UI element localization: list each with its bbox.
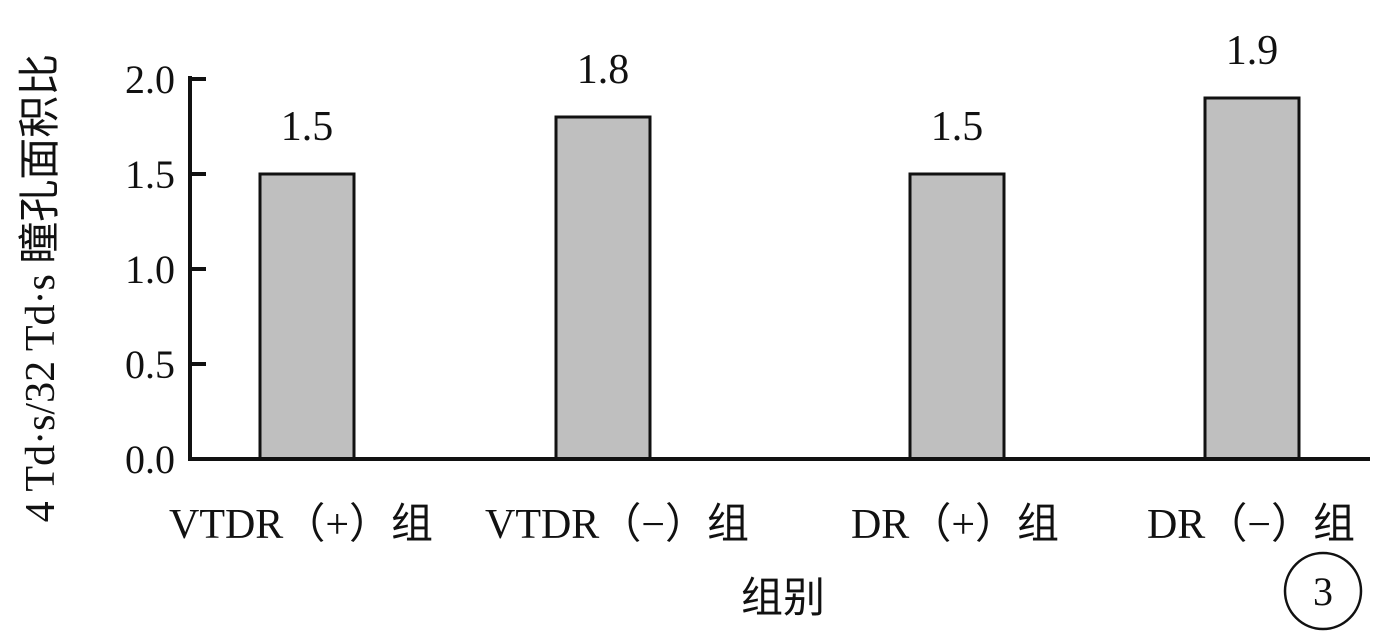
y-tick-label: 1.5 xyxy=(125,152,175,197)
bar xyxy=(258,172,356,461)
y-axis-ticks: 0.0 0.5 1.0 1.5 2.0 xyxy=(125,57,206,482)
x-category-label: VTDR（−）组 xyxy=(485,502,749,548)
x-category-label: DR（+）组 xyxy=(851,502,1059,548)
bar-value-label: 1.5 xyxy=(281,104,334,150)
x-axis-category-labels: VTDR（+）组 VTDR（−）组 DR（+）组 DR（−）组 xyxy=(169,502,1355,548)
bar xyxy=(1203,96,1301,461)
bar xyxy=(908,172,1006,461)
bar-value-label: 1.5 xyxy=(931,104,984,150)
bar xyxy=(554,115,652,461)
panel-badge-label: 3 xyxy=(1313,569,1333,614)
bars: 1.5 1.8 1.5 1.9 xyxy=(258,28,1301,461)
axes xyxy=(188,76,1370,461)
y-tick-label: 0.0 xyxy=(125,437,175,482)
x-axis-title: 组别 xyxy=(741,576,825,622)
bar-value-label: 1.9 xyxy=(1226,28,1279,74)
x-category-label: VTDR（+）组 xyxy=(169,502,433,548)
bar-value-label: 1.8 xyxy=(577,47,630,93)
panel-badge-circle xyxy=(1283,551,1363,631)
x-category-label: DR（−）组 xyxy=(1147,502,1355,548)
y-axis-title: 4 Td·s/32 Td·s 瞳孔面积比 xyxy=(18,54,64,523)
y-tick-label: 2.0 xyxy=(125,57,175,102)
panel-badge: 3 xyxy=(1283,551,1363,631)
y-tick-label: 1.0 xyxy=(125,247,175,292)
y-tick-label: 0.5 xyxy=(125,342,175,387)
